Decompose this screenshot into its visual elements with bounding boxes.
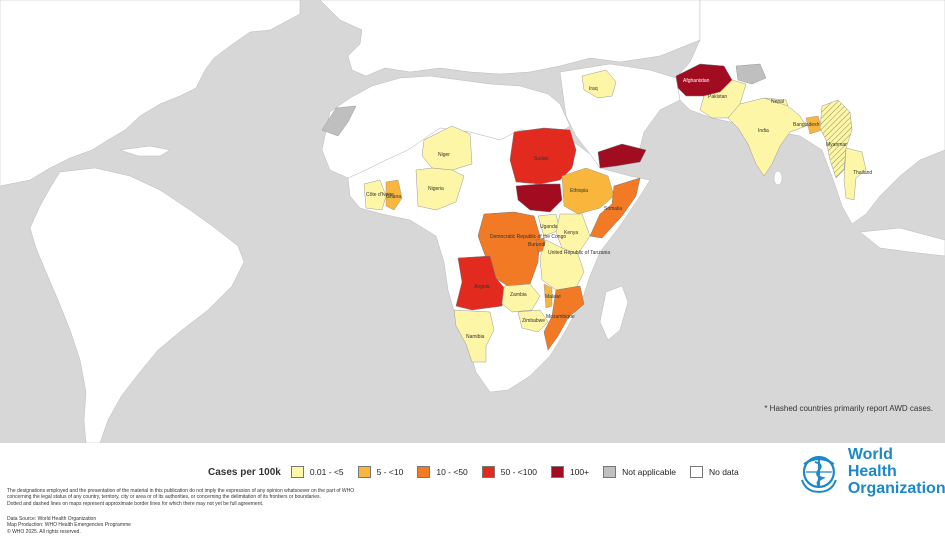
who-name-line1: World Health [847, 446, 897, 480]
label-burundi: Burundi [528, 242, 545, 248]
region-south-sudan [515, 183, 563, 213]
label-ethiopia: Ethiopia [570, 188, 588, 194]
legend-label: 100+ [569, 467, 590, 477]
legend-swatch [603, 466, 617, 478]
land-south-america [29, 167, 245, 443]
region-somalia [589, 177, 641, 239]
legend-item: 50 - <100 [481, 466, 537, 478]
label-angola: Angola [474, 284, 490, 290]
who-emblem-icon [801, 455, 837, 493]
who-name-line2: Organization [847, 480, 945, 497]
legend-label: Not applicable [622, 467, 676, 477]
region-ghana [385, 179, 403, 211]
label-thailand: Thailand [853, 170, 872, 176]
region-yemen [597, 143, 647, 169]
label-mozambique: Mozambique [546, 314, 575, 320]
legend-swatch [290, 466, 304, 478]
label-niger: Niger [438, 152, 450, 158]
land-indonesia [859, 227, 945, 257]
region-malawi [543, 283, 553, 309]
legend-label: 0.01 - <5 [309, 467, 344, 477]
legend-title: Cases per 100k [208, 466, 281, 478]
legend-label: 5 - <10 [376, 467, 404, 477]
region-kashmir [735, 63, 767, 85]
label-ghana: Ghana [386, 194, 401, 200]
disclaimer-line: Dotted and dashed lines on maps represen… [7, 500, 264, 507]
land-caribbean [119, 145, 171, 157]
region-mozambique [543, 285, 585, 351]
region-western-sahara [321, 105, 357, 137]
hashed-note: * Hashed countries primarily report AWD … [764, 404, 933, 413]
who-name: World Health Organization [848, 446, 945, 497]
credits-line: © WHO 2025. All rights reserved. [7, 528, 81, 535]
legend-label: 50 - <100 [500, 467, 537, 477]
label-afghanistan: Afghanistan [683, 78, 710, 84]
region-cote-divoire [363, 179, 387, 211]
region-india [727, 97, 807, 177]
label-pakistan: Pakistan [708, 94, 727, 100]
credits: Data Source: World Health Organization M… [7, 516, 131, 535]
map-canvas: Iraq Afghanistan Pakistan Nepal India Ba… [0, 0, 945, 443]
label-nepal: Nepal [771, 99, 784, 105]
region-angola [455, 255, 507, 311]
legend-swatch [481, 466, 495, 478]
region-ethiopia [561, 167, 615, 215]
land-asia [675, 0, 945, 225]
legend-item: 0.01 - <5 [290, 466, 344, 478]
legend-swatch [417, 466, 431, 478]
region-iraq [581, 69, 617, 99]
who-logo: World Health Organization [796, 446, 945, 497]
region-namibia [453, 309, 495, 363]
label-cote-divoire: Côte d'Ivoire [366, 192, 394, 198]
region-niger [421, 125, 473, 171]
label-myanmar: Myanmar [826, 142, 847, 148]
land-sri-lanka [773, 170, 783, 186]
land-madagascar [599, 285, 629, 341]
land-north-america [0, 0, 301, 187]
label-zambia: Zambia [510, 292, 527, 298]
label-tanzania: United Republic of Tanzania [548, 250, 610, 256]
legend-item: 10 - <50 [417, 466, 468, 478]
land-europe [319, 0, 701, 77]
legend-swatch [689, 466, 703, 478]
legend-label: No data [708, 467, 739, 477]
disclaimer: The designations employed and the presen… [7, 488, 607, 507]
region-zambia [501, 283, 541, 313]
disclaimer-line: The designations employed and the presen… [7, 488, 355, 494]
label-malawi: Malawi [545, 294, 561, 300]
legend-swatch [550, 466, 564, 478]
label-iraq: Iraq [589, 86, 598, 92]
label-uganda: Uganda [540, 224, 558, 230]
map-svg: Iraq Afghanistan Pakistan Nepal India Ba… [0, 0, 945, 443]
credits-line: Map Production: WHO Health Emergencies P… [7, 522, 131, 529]
label-nigeria: Nigeria [428, 186, 444, 192]
disclaimer-line: concerning the legal status of any count… [7, 494, 321, 501]
label-sudan: Sudan [534, 156, 549, 162]
region-thailand [843, 147, 867, 201]
region-sudan [509, 127, 577, 185]
label-zimbabwe: Zimbabwe [522, 318, 545, 324]
legend-item: Not applicable [603, 466, 676, 478]
credits-line: Data Source: World Health Organization [7, 516, 97, 522]
label-india: India [758, 128, 769, 134]
label-namibia: Namibia [466, 334, 485, 340]
label-drc: Democratic Republic of the Congo [490, 234, 566, 240]
legend-item: 100+ [550, 466, 590, 478]
legend-swatch [357, 466, 371, 478]
region-nigeria [415, 167, 465, 211]
label-bangladesh: Bangladesh [793, 122, 820, 128]
region-zimbabwe [517, 309, 549, 333]
label-somalia: Somalia [604, 206, 622, 212]
legend-item: No data [689, 466, 739, 478]
label-kenya: Kenya [564, 230, 578, 236]
legend: Cases per 100k 0.01 - <5 5 - <10 10 - <5… [208, 466, 753, 478]
legend-item: 5 - <10 [357, 466, 404, 478]
region-myanmar [819, 99, 853, 179]
legend-label: 10 - <50 [436, 467, 468, 477]
